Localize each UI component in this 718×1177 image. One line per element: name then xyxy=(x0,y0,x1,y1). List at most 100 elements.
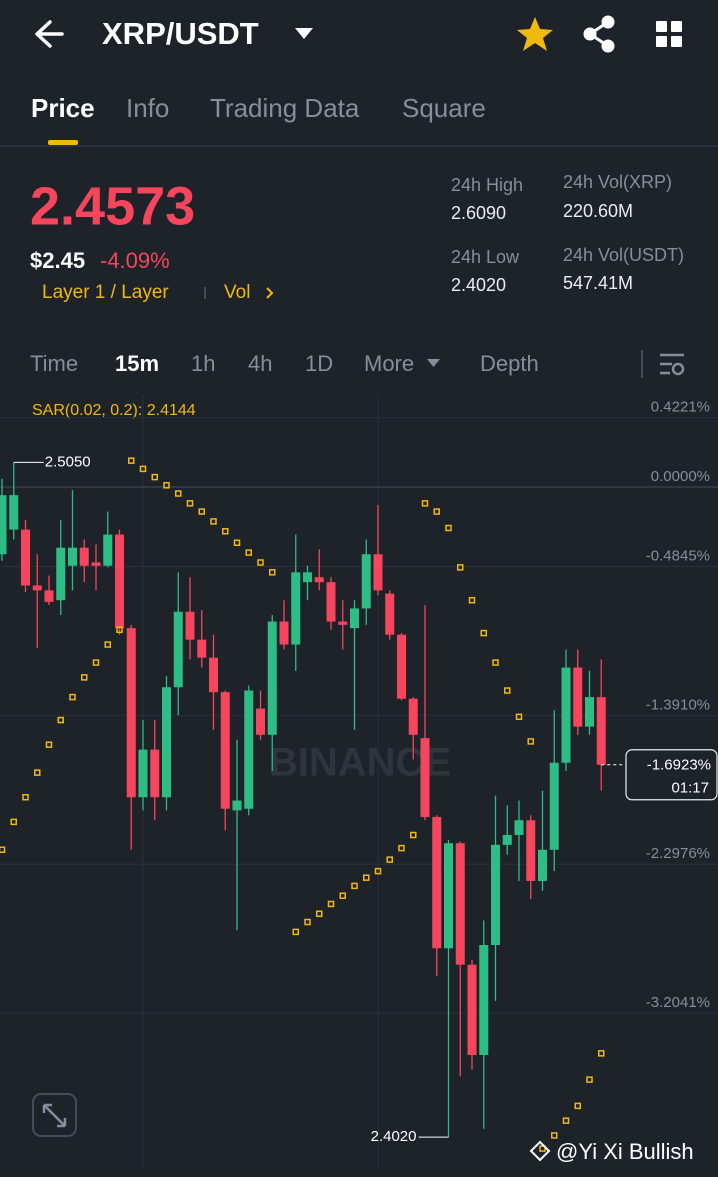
candle-body xyxy=(502,835,512,845)
candle-body xyxy=(303,572,312,583)
candle-body xyxy=(244,690,254,809)
candle-body xyxy=(455,843,465,965)
price-change: -4.09% xyxy=(100,248,170,273)
tab[interactable]: Price xyxy=(31,93,95,123)
candle-body xyxy=(549,762,559,850)
sar-dot xyxy=(539,1145,546,1152)
candle-body xyxy=(596,697,606,765)
sar-dot xyxy=(292,928,299,936)
candle-body xyxy=(350,608,359,629)
candle-body xyxy=(467,964,477,1055)
stat-label: 24h Low xyxy=(451,247,520,267)
candle-body xyxy=(314,577,324,583)
expand-button[interactable] xyxy=(32,1093,77,1137)
sar-dot xyxy=(139,465,147,473)
interval[interactable]: 1D xyxy=(305,351,333,376)
sar-dot xyxy=(34,769,41,776)
tag[interactable]: Vol xyxy=(224,282,250,303)
more-dropdown[interactable] xyxy=(427,359,440,367)
tab[interactable]: Info xyxy=(126,93,169,123)
sar-dot xyxy=(398,844,405,852)
sar-dot xyxy=(327,900,335,908)
sar-dot xyxy=(116,626,123,634)
candle-body xyxy=(56,547,66,601)
sar-dot xyxy=(468,596,476,604)
sar-dot xyxy=(22,793,29,801)
sar-dot xyxy=(233,539,241,547)
stat-label: 24h Vol(USDT) xyxy=(563,245,684,265)
candle-body xyxy=(373,554,383,591)
sar-dot xyxy=(69,693,76,701)
candle-body xyxy=(397,634,406,699)
last-price-box xyxy=(625,749,718,801)
tab[interactable]: Trading Data xyxy=(210,93,360,123)
sar-dot xyxy=(57,716,64,724)
candle-body xyxy=(32,585,42,591)
pair-dropdown[interactable] xyxy=(295,28,313,39)
candle-body xyxy=(432,816,442,949)
candle-body xyxy=(209,657,218,693)
candle-body xyxy=(9,495,19,530)
candlestick-chart: 0.4221% 0.0000% -0.4845% -1.3910% -2.2976% -3… xyxy=(0,399,718,1152)
candle-body xyxy=(150,749,160,798)
candle-body xyxy=(68,547,77,566)
tab[interactable]: Square xyxy=(402,93,486,123)
countdown: 01:17 xyxy=(671,780,709,797)
candle-body xyxy=(573,667,583,727)
interval[interactable]: 15m xyxy=(115,351,159,376)
sar-dot xyxy=(551,1132,558,1139)
sar-dot xyxy=(163,482,170,489)
tag-arrow xyxy=(266,287,274,299)
sar-dot xyxy=(186,500,194,507)
candle-body xyxy=(232,800,242,811)
candle-body xyxy=(479,945,489,1055)
stat-label: 24h High xyxy=(451,175,523,195)
sar-dot xyxy=(339,892,346,899)
pair-title: XRP/USDT xyxy=(102,16,259,51)
interval[interactable]: Depth xyxy=(480,351,539,376)
candle-body xyxy=(44,590,54,602)
indicator-label: SAR(0.02, 0.2): 2.4144 xyxy=(32,402,196,419)
candle-body xyxy=(173,611,183,688)
candle-body xyxy=(338,621,348,625)
menu-grid[interactable] xyxy=(656,21,682,47)
sar-dot xyxy=(386,856,393,863)
candle-body xyxy=(279,621,289,645)
candle-body xyxy=(162,687,171,798)
interval[interactable]: Time xyxy=(30,351,78,376)
favorite-star[interactable] xyxy=(517,17,553,51)
sar-dot xyxy=(269,569,276,576)
usd-price: $2.45 xyxy=(30,248,85,273)
back-button[interactable] xyxy=(35,20,64,48)
candle-body xyxy=(491,844,500,945)
stat-value: 220.60M xyxy=(563,201,633,221)
candle-body xyxy=(420,738,430,817)
share-button[interactable] xyxy=(583,15,615,53)
credit-logo xyxy=(529,1140,551,1162)
interval[interactable]: More xyxy=(364,351,414,376)
interval[interactable]: 4h xyxy=(248,351,272,376)
tab-indicator xyxy=(48,140,78,145)
interval[interactable]: 1h xyxy=(191,351,215,376)
high-label: 2.5050 xyxy=(45,453,91,470)
stat-label: 24h Vol(XRP) xyxy=(563,172,672,192)
sar-dot xyxy=(445,524,452,532)
candle-body xyxy=(0,495,7,555)
sar-dot xyxy=(421,500,429,507)
candle-body xyxy=(256,708,265,735)
sar-dot xyxy=(175,490,182,497)
stat-value: 2.4020 xyxy=(451,275,506,295)
sar-dot xyxy=(562,1117,570,1124)
sar-dot xyxy=(151,473,158,481)
candle-body xyxy=(291,572,301,645)
stat-value: 547.41M xyxy=(563,273,633,293)
candle-body xyxy=(185,611,195,640)
candle-body xyxy=(115,534,124,629)
chart-settings[interactable] xyxy=(660,353,685,376)
candle-body xyxy=(361,554,371,609)
last-price: 2.4573 xyxy=(30,176,195,236)
credit: @Yi Xi Bullish xyxy=(556,1139,694,1164)
y-tick-label: 0.0000% xyxy=(651,468,710,485)
candle-body xyxy=(197,639,207,658)
tag[interactable]: Layer 1 / Layer xyxy=(42,282,169,303)
